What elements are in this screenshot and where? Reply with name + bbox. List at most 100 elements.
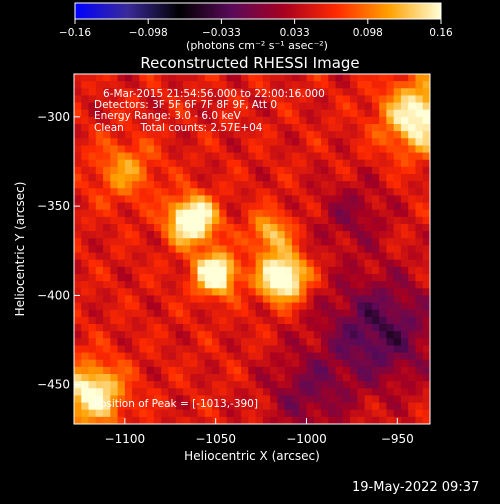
heatmap-cell: [313, 345, 322, 354]
heatmap-cell: [415, 359, 424, 368]
heatmap-cell: [321, 388, 329, 397]
heatmap-cell: [248, 202, 257, 211]
heatmap-cell: [248, 359, 257, 368]
heatmap-cell: [262, 288, 271, 297]
heatmap-cell: [139, 359, 148, 368]
heatmap-cell: [204, 209, 213, 218]
heatmap-cell: [226, 309, 235, 318]
heatmap-cell: [342, 116, 351, 125]
heatmap-cell: [117, 209, 126, 218]
heatmap-cell: [400, 166, 409, 175]
heatmap-cell: [277, 416, 286, 424]
heatmap-cell: [110, 352, 119, 361]
heatmap-cell: [277, 174, 286, 182]
heatmap-cell: [284, 74, 293, 82]
heatmap-cell: [212, 409, 220, 418]
heatmap-cell: [124, 109, 133, 118]
heatmap-cell: [299, 188, 308, 197]
heatmap-cell: [212, 324, 220, 332]
heatmap-cell: [88, 345, 97, 354]
heatmap-cell: [168, 166, 177, 175]
heatmap-cell: [364, 295, 373, 304]
heatmap-cell: [248, 231, 257, 239]
heatmap-cell: [175, 274, 184, 282]
heatmap-cell: [299, 81, 308, 89]
heatmap-cell: [328, 402, 337, 411]
heatmap-cell: [226, 338, 235, 347]
heatmap-cell: [284, 374, 293, 382]
heatmap-cell: [328, 416, 337, 424]
heatmap-cell: [291, 338, 300, 347]
heatmap-cell: [262, 266, 271, 275]
heatmap-cell: [357, 316, 366, 325]
heatmap-cell: [364, 166, 373, 175]
heatmap-cell: [393, 245, 402, 254]
heatmap-cell: [103, 416, 111, 424]
heatmap-cell: [306, 395, 315, 404]
heatmap-cell: [415, 395, 424, 404]
heatmap-cell: [371, 252, 380, 261]
heatmap-cell: [357, 366, 366, 375]
heatmap-cell: [146, 302, 155, 311]
heatmap-cell: [241, 95, 249, 104]
heatmap-cell: [212, 388, 220, 397]
heatmap-cell: [219, 238, 228, 247]
heatmap-cell: [422, 159, 430, 168]
heatmap-cell: [371, 216, 380, 225]
heatmap-cell: [233, 138, 242, 147]
heatmap-cell: [386, 402, 395, 411]
heatmap-cell: [364, 238, 373, 247]
heatmap-cell: [371, 209, 380, 218]
heatmap-cell: [393, 338, 402, 347]
heatmap-cell: [350, 74, 358, 82]
heatmap-cell: [379, 366, 388, 375]
heatmap-cell: [74, 145, 82, 154]
heatmap-cell: [408, 145, 417, 154]
heatmap-cell: [321, 252, 329, 261]
heatmap-cell: [233, 266, 242, 275]
heatmap-cell: [197, 95, 206, 104]
heatmap-cell: [124, 266, 133, 275]
heatmap-cell: [415, 116, 424, 125]
heatmap-cell: [88, 102, 97, 111]
heatmap-cell: [81, 309, 90, 318]
heatmap-cell: [408, 131, 417, 139]
heatmap-cell: [379, 209, 388, 218]
heatmap-cell: [139, 316, 148, 325]
heatmap-cell: [248, 216, 257, 225]
heatmap-cell: [74, 124, 82, 132]
heatmap-cell: [379, 74, 388, 82]
heatmap-cell: [132, 416, 140, 424]
heatmap-cell: [226, 288, 235, 297]
heatmap-cell: [422, 266, 430, 275]
heatmap-cell: [400, 81, 409, 89]
heatmap-cell: [197, 288, 206, 297]
heatmap-cell: [182, 166, 191, 175]
heatmap-cell: [190, 309, 199, 318]
heatmap-cell: [299, 266, 308, 275]
heatmap-cell: [226, 231, 235, 239]
heatmap-cell: [241, 309, 249, 318]
heatmap-cell: [88, 152, 97, 161]
heatmap-cell: [270, 381, 279, 389]
heatmap-cell: [88, 116, 97, 125]
heatmap-cell: [161, 131, 170, 139]
heatmap-cell: [175, 402, 184, 411]
heatmap-cell: [190, 259, 199, 268]
heatmap-cell: [182, 309, 191, 318]
heatmap-cell: [400, 281, 409, 289]
heatmap-cell: [117, 252, 126, 261]
heatmap-cell: [371, 202, 380, 211]
heatmap-cell: [262, 188, 271, 197]
heatmap-cell: [321, 274, 329, 282]
heatmap-cell: [350, 359, 358, 368]
heatmap-cell: [168, 266, 177, 275]
heatmap-cell: [146, 238, 155, 247]
heatmap-cell: [95, 388, 104, 397]
heatmap-cell: [379, 316, 388, 325]
heatmap-cell: [335, 102, 344, 111]
heatmap-cell: [241, 174, 249, 182]
heatmap-cell: [103, 288, 111, 297]
heatmap-cell: [88, 288, 97, 297]
